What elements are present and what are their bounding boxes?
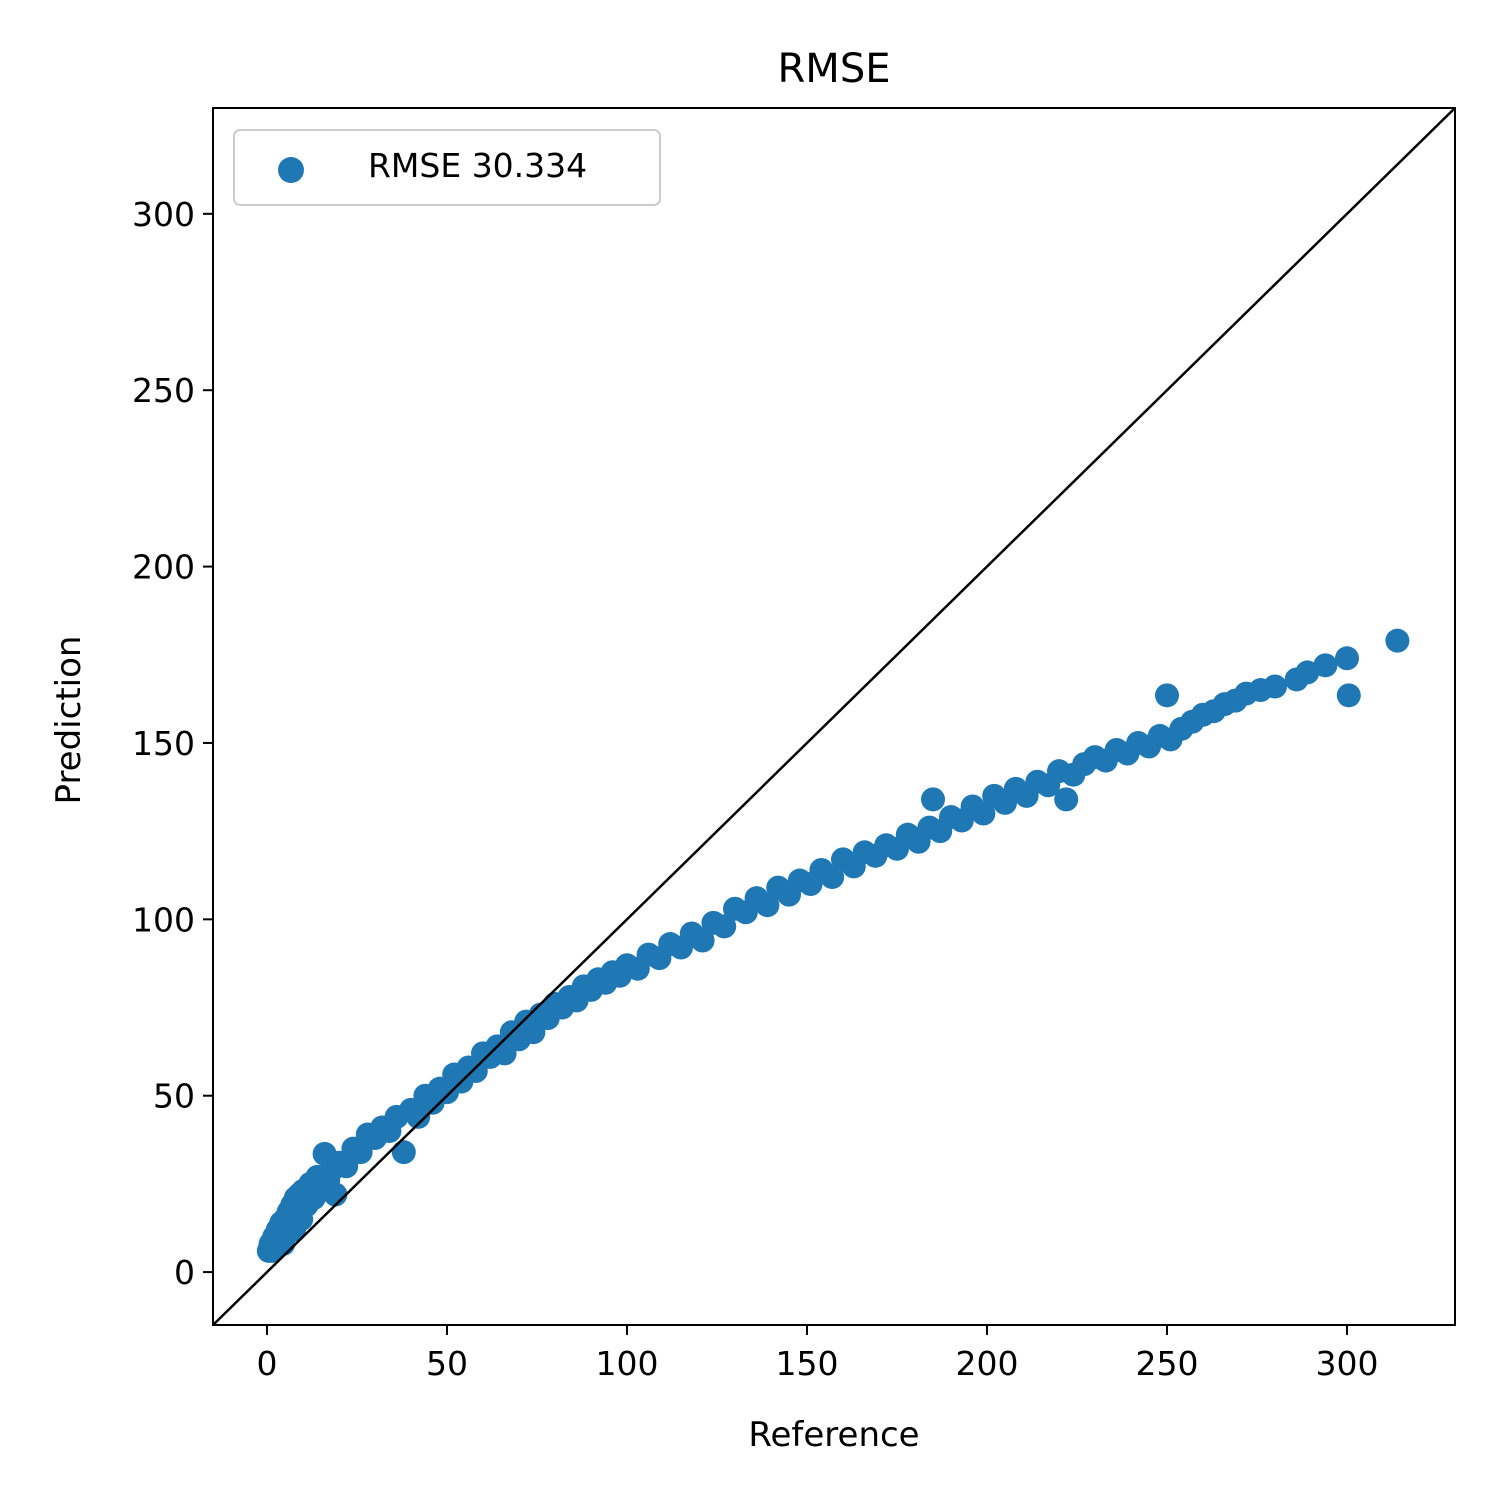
y-tick-label: 50: [153, 1077, 195, 1116]
x-tick-label: 150: [776, 1344, 839, 1383]
scatter-point: [1054, 787, 1079, 812]
scatter-point: [323, 1182, 348, 1207]
scatter-point: [690, 928, 715, 953]
scatter-point: [921, 787, 945, 812]
axes-frame: [212, 107, 1456, 1326]
identity-line: [212, 107, 1456, 1326]
plot-area: 0 50 100 150 200 250 300 0 50 100 150 200 250 300: [132, 107, 1456, 1383]
y-tick-label: 200: [132, 548, 195, 587]
legend-box: [233, 129, 661, 206]
scatter-point: [1155, 683, 1179, 708]
scatter-point: [1263, 674, 1287, 699]
scatter-point: [1313, 653, 1338, 678]
scatter-point: [712, 914, 737, 939]
scatter-point: [971, 801, 996, 826]
scatter-points: [256, 628, 1410, 1263]
scatter-point: [1295, 660, 1320, 685]
x-tick-label: 200: [956, 1344, 1019, 1383]
y-tick-label: 0: [174, 1253, 195, 1292]
scatter-point: [1385, 628, 1410, 653]
y-tick-label: 100: [132, 900, 195, 939]
y-tick-label: 300: [132, 195, 195, 234]
y-tick-label: 150: [132, 724, 195, 763]
legend-marker: [278, 157, 304, 183]
x-tick-label: 50: [426, 1344, 468, 1383]
scatter-point: [755, 893, 780, 918]
y-axis-label: Prediction: [49, 636, 89, 805]
scatter-point: [820, 865, 845, 890]
scatter-point: [1335, 646, 1359, 671]
x-axis-ticks: 0 50 100 150 200 250 300: [257, 1325, 1379, 1383]
x-tick-label: 300: [1316, 1344, 1379, 1383]
x-tick-label: 0: [257, 1344, 278, 1383]
chart-title: RMSE: [778, 46, 891, 92]
x-tick-label: 100: [596, 1344, 659, 1383]
x-axis-label: Reference: [748, 1415, 919, 1455]
scatter-point: [1336, 683, 1361, 708]
x-tick-label: 250: [1136, 1344, 1199, 1383]
legend-label: RMSE 30.334: [368, 146, 587, 185]
y-tick-label: 250: [132, 371, 195, 410]
y-axis-ticks: 0 50 100 150 200 250 300: [132, 195, 213, 1292]
legend: RMSE 30.334: [233, 129, 661, 206]
scatter-point: [391, 1140, 416, 1165]
